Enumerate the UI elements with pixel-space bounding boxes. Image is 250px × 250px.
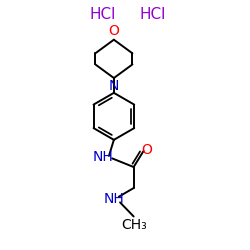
Text: CH₃: CH₃ [121,218,146,232]
Text: HCl: HCl [90,8,116,22]
Text: NH: NH [92,150,113,164]
Text: NH: NH [104,192,124,206]
Text: O: O [108,24,119,38]
Text: O: O [141,143,152,157]
Text: HCl: HCl [139,8,166,22]
Text: N: N [109,79,119,93]
